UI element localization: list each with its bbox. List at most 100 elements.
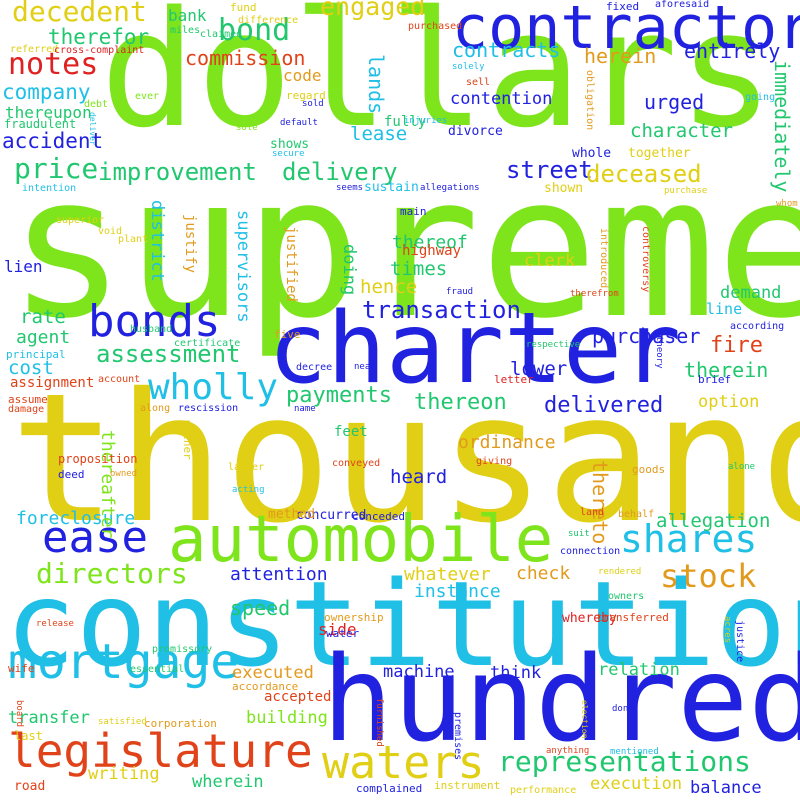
cloud-word: deliver: [88, 112, 97, 146]
cloud-word: assume: [8, 393, 48, 406]
cloud-word: thereto: [588, 460, 612, 545]
cloud-word: water: [326, 627, 360, 640]
cloud-word: rescission: [178, 403, 239, 414]
cloud-word: cost: [8, 357, 54, 379]
cloud-word: street: [506, 156, 593, 184]
cloud-word: board: [14, 700, 24, 728]
cloud-word: road: [14, 779, 46, 794]
cloud-word: transfer: [8, 708, 90, 728]
cloud-word: charter: [268, 292, 682, 406]
cloud-word: contention: [450, 89, 553, 109]
cloud-word: bank: [168, 6, 207, 25]
cloud-word: building: [246, 708, 328, 728]
cloud-word: improvement: [98, 158, 257, 186]
cloud-word: referred: [10, 44, 59, 55]
cloud-word: controversy: [640, 226, 651, 293]
cloud-word: divorce: [448, 124, 503, 139]
cloud-word: seems: [336, 183, 364, 193]
cloud-word: ease: [42, 512, 148, 563]
cloud-word: delivery: [282, 158, 398, 186]
cloud-word: five: [274, 328, 301, 341]
cloud-word: sole: [236, 123, 258, 133]
cloud-word: going: [745, 92, 776, 103]
cloud-word: notes: [8, 47, 99, 82]
cloud-word: ever: [135, 91, 160, 102]
cloud-word: superior: [56, 215, 105, 226]
cloud-word: side: [318, 620, 357, 639]
cloud-word: purchaser: [592, 324, 701, 348]
cloud-word: default: [280, 118, 318, 128]
cloud-word: certificate: [174, 338, 241, 349]
cloud-word: sell: [466, 77, 491, 88]
cloud-word: heard: [390, 466, 448, 488]
cloud-word: shows: [270, 137, 310, 152]
cloud-word: owners: [608, 591, 645, 602]
cloud-word: lease: [350, 123, 408, 145]
cloud-word: ownership: [324, 611, 384, 624]
cloud-word: accordance: [232, 680, 299, 693]
cloud-word: times: [390, 258, 448, 280]
cloud-word: done: [612, 704, 634, 714]
cloud-word: last: [14, 729, 43, 743]
cloud-word: decedent: [12, 0, 147, 28]
cloud-word: instrument: [434, 779, 501, 792]
cloud-word: district: [147, 200, 167, 282]
cloud-word: engaged: [320, 0, 426, 21]
cloud-word: purchase: [664, 186, 708, 196]
cloud-word: method: [268, 507, 315, 522]
cloud-word: option: [698, 392, 760, 412]
cloud-word: price: [14, 152, 99, 185]
cloud-word: corporation: [144, 717, 217, 730]
cloud-word: herein: [584, 44, 657, 68]
cloud-word: contracts: [452, 38, 561, 62]
cloud-word: cross-complaint: [54, 45, 145, 56]
cloud-word: allegations: [420, 183, 480, 193]
cloud-word: complained: [356, 782, 423, 795]
cloud-word: mentioned: [610, 747, 659, 757]
cloud-word: conceded: [352, 510, 405, 523]
cloud-word: check: [516, 563, 571, 584]
cloud-word: sold: [302, 99, 324, 109]
cloud-word: therefrom: [570, 289, 619, 299]
cloud-word: therefor: [48, 25, 150, 49]
cloud-word: latter: [228, 462, 265, 473]
cloud-word: intention: [22, 183, 77, 194]
cloud-word: decree: [296, 362, 333, 373]
cloud-word: account: [98, 374, 141, 385]
cloud-word: urged: [644, 90, 705, 114]
cloud-word: theory: [654, 336, 664, 369]
cloud-word: justify: [182, 214, 198, 274]
cloud-word: owned: [110, 469, 138, 479]
cloud-word: contractor: [452, 0, 800, 63]
cloud-word: whereby: [562, 611, 617, 626]
cloud-word: together: [628, 146, 691, 161]
cloud-word: automobile: [168, 503, 554, 577]
cloud-word: bond: [218, 13, 291, 48]
cloud-word: purchased: [408, 21, 463, 32]
cloud-word: therein: [684, 358, 769, 382]
cloud-word: brief: [698, 373, 732, 386]
cloud-word: giving: [476, 456, 513, 467]
cloud-word: company: [2, 80, 91, 104]
cloud-word: acting: [232, 485, 265, 495]
cloud-word: instance: [414, 581, 501, 602]
cloud-word: justice: [734, 620, 745, 663]
cloud-word: promissory: [152, 644, 213, 655]
cloud-word: character: [630, 120, 733, 142]
cloud-word: hundred: [322, 630, 800, 768]
cloud-word: husband: [130, 324, 173, 335]
cloud-word: fully: [384, 114, 427, 130]
cloud-word: thereafter: [97, 430, 118, 539]
cloud-word: whom: [776, 199, 798, 209]
cloud-word: supervisors: [233, 210, 253, 323]
cloud-word: difference: [238, 15, 299, 26]
cloud-word: foreclosure: [16, 508, 136, 529]
cloud-word: accident: [2, 129, 104, 153]
cloud-word: suit: [568, 529, 590, 539]
cloud-word: demand: [720, 283, 782, 303]
cloud-word: shares: [620, 517, 758, 561]
cloud-word: think: [490, 663, 542, 683]
cloud-word: accepted: [264, 689, 332, 705]
cloud-word: deceased: [586, 160, 702, 188]
